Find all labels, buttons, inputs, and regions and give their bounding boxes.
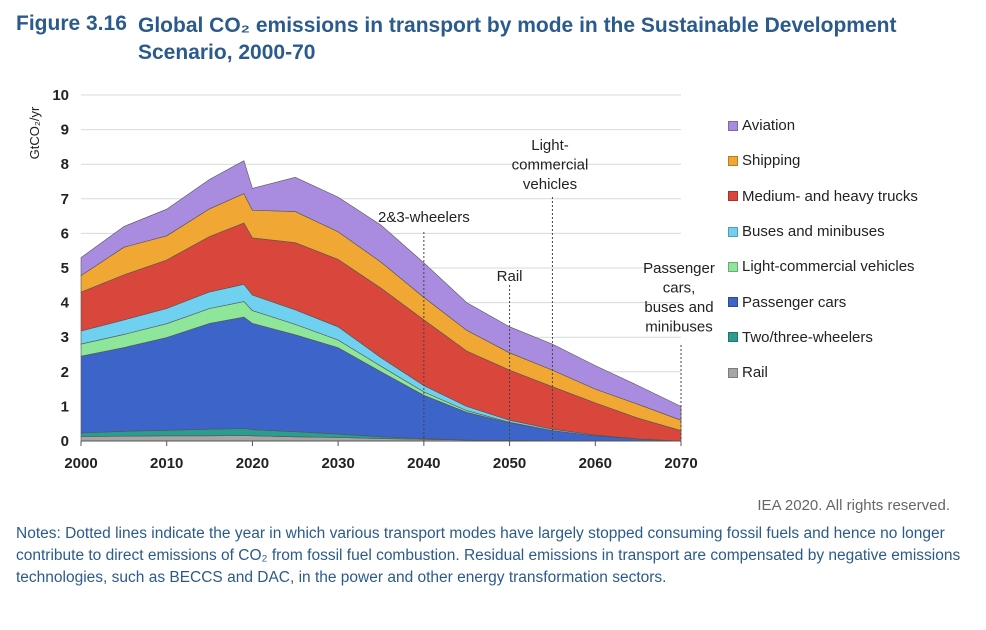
x-tick-label: 2030 [321,455,354,472]
legend-item: Shipping [728,143,918,178]
stacked-areas [80,160,682,442]
annotation-label: Light- [531,137,569,154]
area-aviation [80,160,682,421]
axes: 2000 2010 2020 2030 2040 2050 2060 2070 0 1 2 3 4 5 6 7… [52,87,697,472]
annotation-label: minibuses [645,319,713,336]
chart-area: 2&3-wheelers Rail Light-commercial vehicles… [27,87,715,472]
y-tick-label: 4 [61,295,70,312]
y-tick-label: 8 [61,156,69,173]
legend-swatch [728,226,738,237]
legend-label: Shipping [742,152,801,170]
legend-swatch [728,191,738,202]
legend-label: Two/three-wheelers [742,328,873,346]
figure-notes: Notes: Dotted lines indicate the year in… [16,525,961,586]
copyright-credit: IEA 2020. All rights reserved. [757,497,950,514]
annotation-label: Passenger [643,260,715,277]
y-tick-label: 1 [61,398,69,415]
x-tick-label: 2070 [664,455,697,472]
x-tick-label: 2060 [579,455,612,472]
y-tick-label: 3 [61,329,69,346]
y-axis-label: GtCO₂/yr [27,106,42,159]
y-tick-label: 7 [61,191,69,208]
legend-item: Rail [728,355,918,390]
annotations: 2&3-wheelers Rail Light-commercial vehicles… [378,137,715,441]
y-tick-label: 10 [52,87,69,104]
legend-item: Two/three-wheelers [728,320,918,355]
y-tick-label: 2 [61,364,69,381]
legend-item: Aviation [728,108,918,143]
legend-label: Light-commercial vehicles [742,258,915,276]
annotation-label: vehicles [523,176,577,193]
legend-label: Buses and minibuses [742,223,885,241]
figure-title: Global CO₂ emissions in transport by mod… [138,14,897,64]
annotation-label: 2&3-wheelers [378,209,470,226]
y-tick-label: 5 [61,260,69,277]
x-tick-label: 2020 [236,455,269,472]
x-tick-label: 2010 [150,455,183,472]
legend-label: Aviation [742,117,796,135]
annotation-label: cars, [663,280,696,297]
y-tick-label: 6 [61,225,69,242]
annotation-label: buses and [644,299,713,316]
legend-item: Medium- and heavy trucks [728,179,918,214]
legend-label: Passenger cars [742,293,847,311]
legend-item: Buses and minibuses [728,214,918,249]
annotation-label: Rail [497,268,523,285]
legend-item: Passenger cars [728,284,918,319]
legend-swatch [728,120,738,131]
legend-label: Rail [742,364,768,382]
legend-swatch [728,155,738,166]
figure-number: Figure 3.16 [16,12,127,35]
legend-swatch [728,332,738,343]
legend-item: Light-commercial vehicles [728,249,918,284]
legend-swatch [728,297,738,308]
annotation-label: commercial [512,157,589,174]
legend: Aviation Shipping Medium- and heavy trucks… [728,108,918,390]
x-tick-label: 2050 [493,455,526,472]
x-tick-label: 2040 [407,455,440,472]
y-tick-label: 9 [61,122,69,139]
legend-label: Medium- and heavy trucks [742,187,918,205]
legend-swatch [728,367,738,378]
y-tick-label: 0 [61,433,69,450]
legend-swatch [728,261,738,272]
x-tick-label: 2000 [64,455,97,472]
